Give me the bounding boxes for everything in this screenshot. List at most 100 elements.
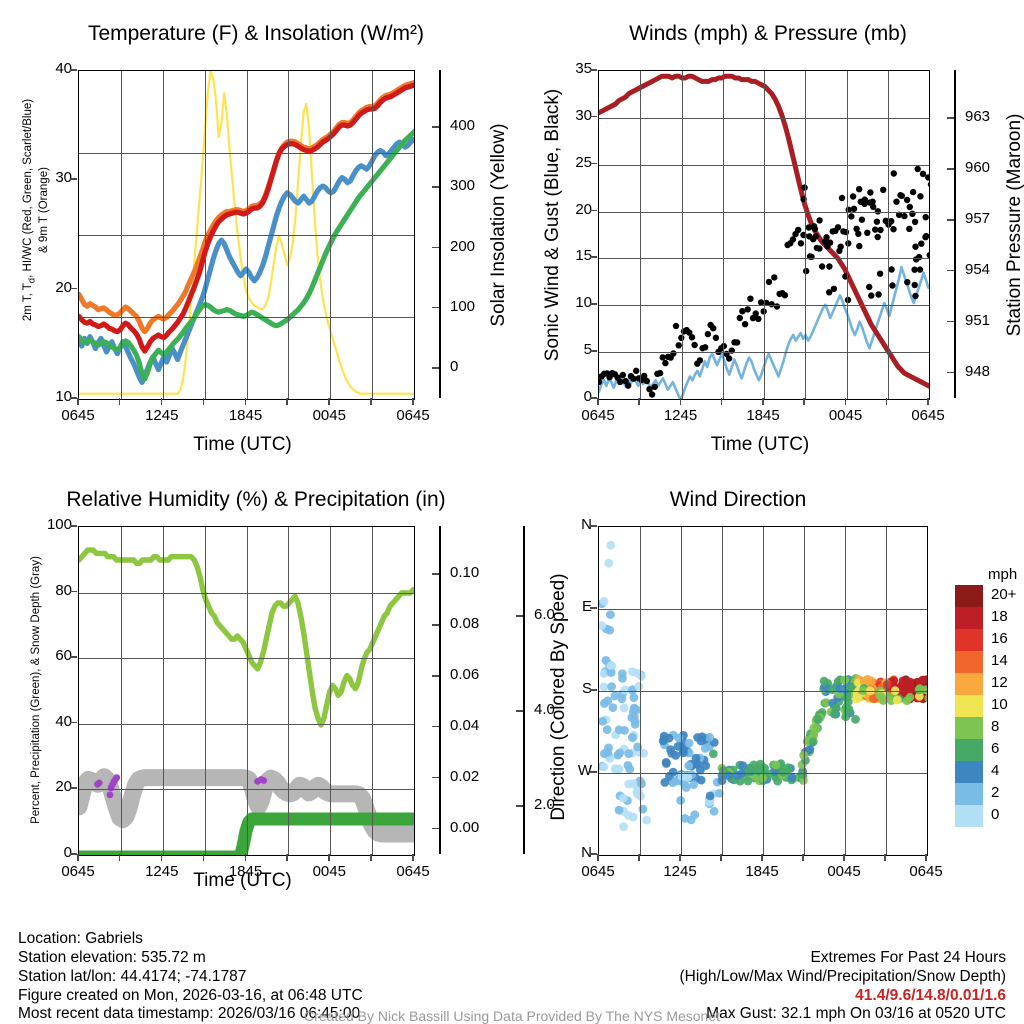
gust-data-point	[702, 344, 709, 351]
panel-temperature: Temperature (F) & Insolation (W/m²) 2m T…	[0, 0, 512, 470]
wind-direction-point	[853, 693, 863, 703]
colorbar-label: 10	[991, 696, 1008, 713]
y-axis-tick-mark	[590, 115, 597, 118]
temperature-series-svg	[79, 71, 414, 395]
wind-direction-point	[835, 684, 845, 693]
gust-data-point	[909, 188, 917, 196]
gust-data-point	[917, 193, 924, 200]
gust-data-point	[842, 273, 849, 280]
gust-data-point	[911, 281, 918, 289]
gust-data-point	[890, 170, 897, 177]
y-axis-tick-label: E	[581, 598, 592, 615]
wind-direction-point	[811, 724, 821, 734]
extremes-heading: Extremes For Past 24 Hours	[810, 949, 1006, 966]
secondary-axis-tick-mark	[432, 306, 439, 309]
gust-data-point	[875, 291, 882, 298]
wind-direction-point	[705, 791, 715, 801]
x-axis-tick-label: 0045	[828, 407, 863, 424]
precipitation-line	[79, 812, 414, 855]
wind-direction-point	[842, 693, 852, 703]
secondary-axis-tick-mark	[432, 827, 439, 830]
secondary-axis-tick-mark	[432, 776, 439, 779]
gust-data-point	[855, 230, 862, 237]
wind-direction-point	[808, 737, 818, 747]
gridline-vertical	[640, 71, 642, 399]
footer-created: Figure created on Mon, 2026-03-16, at 06…	[18, 987, 363, 1004]
gust-data-point	[641, 372, 648, 380]
secondary-axis-tick-label: 951	[965, 311, 991, 329]
chart-title-wind-direction: Wind Direction	[669, 488, 807, 511]
y-axis-tick-mark	[590, 853, 597, 855]
wind-direction-point	[718, 766, 728, 776]
colorbar-segment	[955, 805, 983, 827]
gust-data-point	[741, 321, 749, 328]
x-axis-tick-label: 0645	[911, 407, 945, 424]
x-axis-tick-mark	[286, 854, 288, 861]
plot-area-wind-direction	[598, 526, 928, 856]
wind-direction-point	[859, 686, 868, 696]
x-axis-tick-mark	[761, 854, 763, 861]
y-axis-tick-label: 20	[575, 200, 592, 218]
gust-data-point	[876, 270, 884, 277]
wind-direction-point	[603, 748, 612, 757]
y-axis-tick-label: 100	[46, 516, 72, 533]
wind-direction-point	[860, 677, 869, 686]
secondary-axis-tick-label: 954	[965, 260, 991, 278]
purple-marker	[260, 777, 268, 784]
wind-direction-point	[676, 796, 685, 805]
gust-data-point	[818, 263, 826, 270]
wind-direction-point	[603, 696, 613, 706]
gust-data-point	[842, 228, 850, 236]
x-axis-tick-mark	[77, 398, 79, 405]
footer-elevation: Station elevation: 535.72 m	[18, 949, 206, 966]
wind-direction-point	[819, 676, 829, 686]
wind-direction-point	[671, 776, 680, 786]
y-axis-tick-label: 20	[55, 778, 72, 796]
gust-data-point	[880, 186, 887, 193]
pressure-line	[599, 73, 929, 389]
plot-area-winds	[598, 70, 930, 400]
gust-data-point	[925, 174, 929, 181]
wind-direction-point	[630, 719, 640, 729]
gust-data-point	[906, 203, 913, 211]
gust-data-point	[857, 198, 864, 205]
gridline-vertical	[722, 71, 724, 399]
gust-data-point	[888, 266, 895, 273]
wind-direction-point	[708, 749, 718, 759]
y-axis-tick-label: N	[581, 844, 592, 861]
extremes-subheading: (High/Low/Max Wind/Precipitation/Snow De…	[679, 968, 1007, 985]
figure-credit: Created By Nick Bassill Using Data Provi…	[303, 1008, 721, 1024]
gust-data-point	[897, 192, 904, 199]
y-axis-label-humidity: Percent, Precipitation (Green), & Snow D…	[30, 556, 42, 824]
wind-direction-point	[696, 775, 706, 785]
gust-data-point	[869, 198, 876, 205]
y-axis-tick-mark	[590, 397, 597, 399]
x-axis-tick-mark	[925, 854, 927, 861]
wind-direction-point	[623, 761, 633, 770]
secondary-axis-tick-label: 2.0	[534, 796, 555, 814]
wind-direction-point	[667, 748, 677, 758]
wind-direction-point	[614, 805, 624, 815]
wind-direction-point	[866, 676, 876, 686]
gust-data-point	[890, 226, 897, 233]
gust-data-point	[864, 229, 871, 236]
wind-direction-point	[892, 695, 902, 705]
colorbar-label: 12	[991, 674, 1008, 691]
panel-wind-direction: Wind Direction Direction (Colored By Spe…	[512, 470, 1024, 910]
gust-data-point	[826, 263, 833, 270]
gridline-horizontal	[599, 258, 929, 260]
colorbar-segment	[955, 607, 983, 629]
gust-data-point	[744, 306, 751, 313]
y-axis-label-insolation: Solar Insolation (Yellow)	[488, 123, 509, 327]
gust-data-point	[874, 233, 881, 241]
wind-direction-point	[662, 759, 671, 768]
y-axis-tick-mark	[70, 178, 77, 180]
gust-data-point	[805, 224, 812, 231]
x-axis-tick-label: 1245	[145, 863, 179, 880]
gust-data-point	[806, 233, 813, 240]
wind-direction-point	[902, 696, 912, 706]
wind-direction-point	[629, 693, 639, 702]
y-axis-tick-label: 10	[55, 388, 72, 405]
gust-data-point	[926, 252, 929, 259]
y-axis-tick-mark	[590, 303, 597, 305]
